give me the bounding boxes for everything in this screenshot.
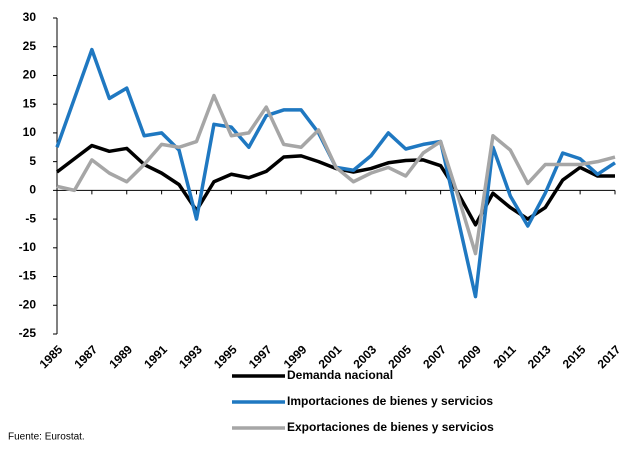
legend-label: Importaciones de bienes y servicios [287,394,493,408]
x-tick-label: 1985 [37,342,66,371]
series-line [55,47,616,299]
y-tick-label: 5 [29,154,36,168]
y-tick-label: 10 [23,125,37,139]
y-tick-label: -5 [25,211,36,225]
y-tick-label: 0 [29,183,36,197]
x-tick-label: 1993 [176,342,205,371]
y-tick-label: -25 [19,326,37,340]
y-tick-label: -15 [19,269,37,283]
series-line [56,93,616,256]
y-tick-label: -20 [19,297,37,311]
x-tick-label: 2005 [385,342,414,371]
x-tick-label: 1991 [141,342,170,371]
x-tick-label: 2009 [455,342,484,371]
legend-label: Exportaciones de bienes y servicios [287,420,494,434]
x-tick-label: 2011 [490,342,519,371]
x-tick-label: 2003 [350,342,379,371]
y-tick-label: 25 [23,39,37,53]
series-line [55,143,615,227]
x-tick-label: 2001 [316,342,345,371]
x-tick-label: 1987 [71,342,100,371]
x-tick-label: 2013 [525,342,554,371]
x-tick-label: 2015 [560,342,589,371]
x-tick-label: 1989 [106,342,135,371]
y-tick-label: -10 [19,240,37,254]
source-note: Fuente: Eurostat. [8,432,85,443]
y-tick-label: 20 [23,68,37,82]
x-tick-label: 1999 [281,342,310,371]
x-tick-label: 2007 [420,342,449,371]
y-tick-label: 30 [23,10,37,24]
x-tick-label: 1995 [211,342,240,371]
x-tick-label: 2017 [595,342,619,371]
y-tick-label: 15 [23,96,37,110]
x-tick-label: 1997 [246,342,275,371]
legend-label: Demanda nacional [287,368,393,382]
